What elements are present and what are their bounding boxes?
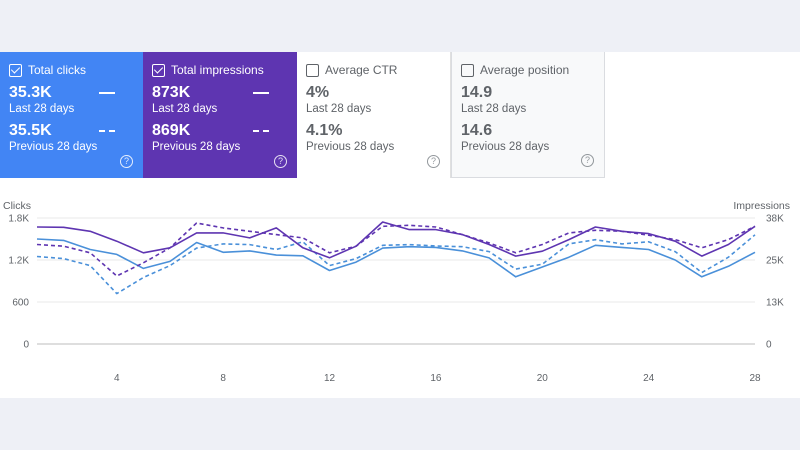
- performance-panel: Total clicks 35.3K Last 28 days 35.5K Pr…: [0, 52, 800, 398]
- x-tick-label: 12: [324, 373, 336, 384]
- previous-period-label: Previous 28 days: [461, 141, 550, 153]
- x-tick-label: 20: [537, 373, 549, 384]
- help-icon[interactable]: ?: [427, 155, 440, 168]
- current-period-label: Last 28 days: [461, 103, 527, 115]
- metric-card-total-clicks[interactable]: Total clicks 35.3K Last 28 days 35.5K Pr…: [0, 52, 143, 178]
- current-period-label: Last 28 days: [306, 103, 372, 115]
- dashed-line-legend-icon: [253, 130, 269, 132]
- series-line-3: [36, 222, 756, 277]
- x-tick-label: 28: [749, 373, 761, 384]
- checkbox-unchecked-icon[interactable]: [461, 63, 474, 77]
- series-line-0: [36, 238, 756, 278]
- current-value: 4%: [306, 84, 330, 101]
- right-tick-label: 25K: [766, 256, 784, 267]
- help-icon[interactable]: ?: [581, 154, 594, 167]
- metric-title: Total impressions: [171, 63, 264, 77]
- previous-period-label: Previous 28 days: [306, 141, 395, 153]
- x-tick-label: 24: [643, 373, 655, 384]
- solid-line-legend-icon: [99, 92, 115, 94]
- metric-title: Average position: [480, 63, 570, 77]
- previous-value: 869K: [152, 122, 191, 139]
- current-value: 14.9: [461, 84, 493, 101]
- metric-title: Total clicks: [28, 63, 87, 77]
- checkbox-checked-icon[interactable]: [152, 63, 165, 77]
- series-line-1: [36, 234, 756, 295]
- checkbox-checked-icon[interactable]: [9, 63, 22, 77]
- right-tick-label: 13K: [766, 298, 784, 309]
- x-tick-label: 4: [114, 373, 120, 384]
- checkbox-unchecked-icon[interactable]: [306, 63, 319, 77]
- right-axis-title: Impressions: [733, 200, 790, 212]
- x-tick-label: 8: [220, 373, 226, 384]
- right-tick-label: 0: [766, 340, 772, 351]
- current-period-label: Last 28 days: [152, 103, 218, 115]
- previous-value: 35.5K: [9, 122, 52, 139]
- current-period-label: Last 28 days: [9, 103, 75, 115]
- right-tick-label: 38K: [766, 214, 784, 225]
- performance-chart: Clicks Impressions 0 0 600 13K 1.2K 25K 1.8K 38…: [0, 196, 800, 398]
- left-tick-label: 0: [23, 340, 29, 351]
- series-line-2: [36, 221, 756, 259]
- current-value: 873K: [152, 84, 191, 101]
- left-tick-label: 1.2K: [8, 256, 29, 267]
- left-tick-label: 600: [12, 298, 29, 309]
- metric-title: Average CTR: [325, 63, 398, 77]
- dashed-line-legend-icon: [99, 130, 115, 132]
- metric-card-average-position[interactable]: Average position 14.9 Last 28 days 14.6 …: [451, 52, 605, 178]
- previous-period-label: Previous 28 days: [152, 141, 241, 153]
- previous-period-label: Previous 28 days: [9, 141, 98, 153]
- solid-line-legend-icon: [253, 92, 269, 94]
- line-chart-svg: 0 0 600 13K 1.2K 25K 1.8K 38K 4 8 12 16 20 24 28: [8, 214, 784, 385]
- left-tick-label: 1.8K: [8, 214, 29, 225]
- x-tick-label: 16: [430, 373, 442, 384]
- metric-card-average-ctr[interactable]: Average CTR 4% Last 28 days 4.1% Previou…: [297, 52, 451, 178]
- previous-value: 14.6: [461, 122, 493, 139]
- help-icon[interactable]: ?: [274, 155, 287, 168]
- previous-value: 4.1%: [306, 122, 343, 139]
- left-axis-title: Clicks: [3, 200, 31, 212]
- metric-card-total-impressions[interactable]: Total impressions 873K Last 28 days 869K…: [143, 52, 297, 178]
- current-value: 35.3K: [9, 84, 52, 101]
- help-icon[interactable]: ?: [120, 155, 133, 168]
